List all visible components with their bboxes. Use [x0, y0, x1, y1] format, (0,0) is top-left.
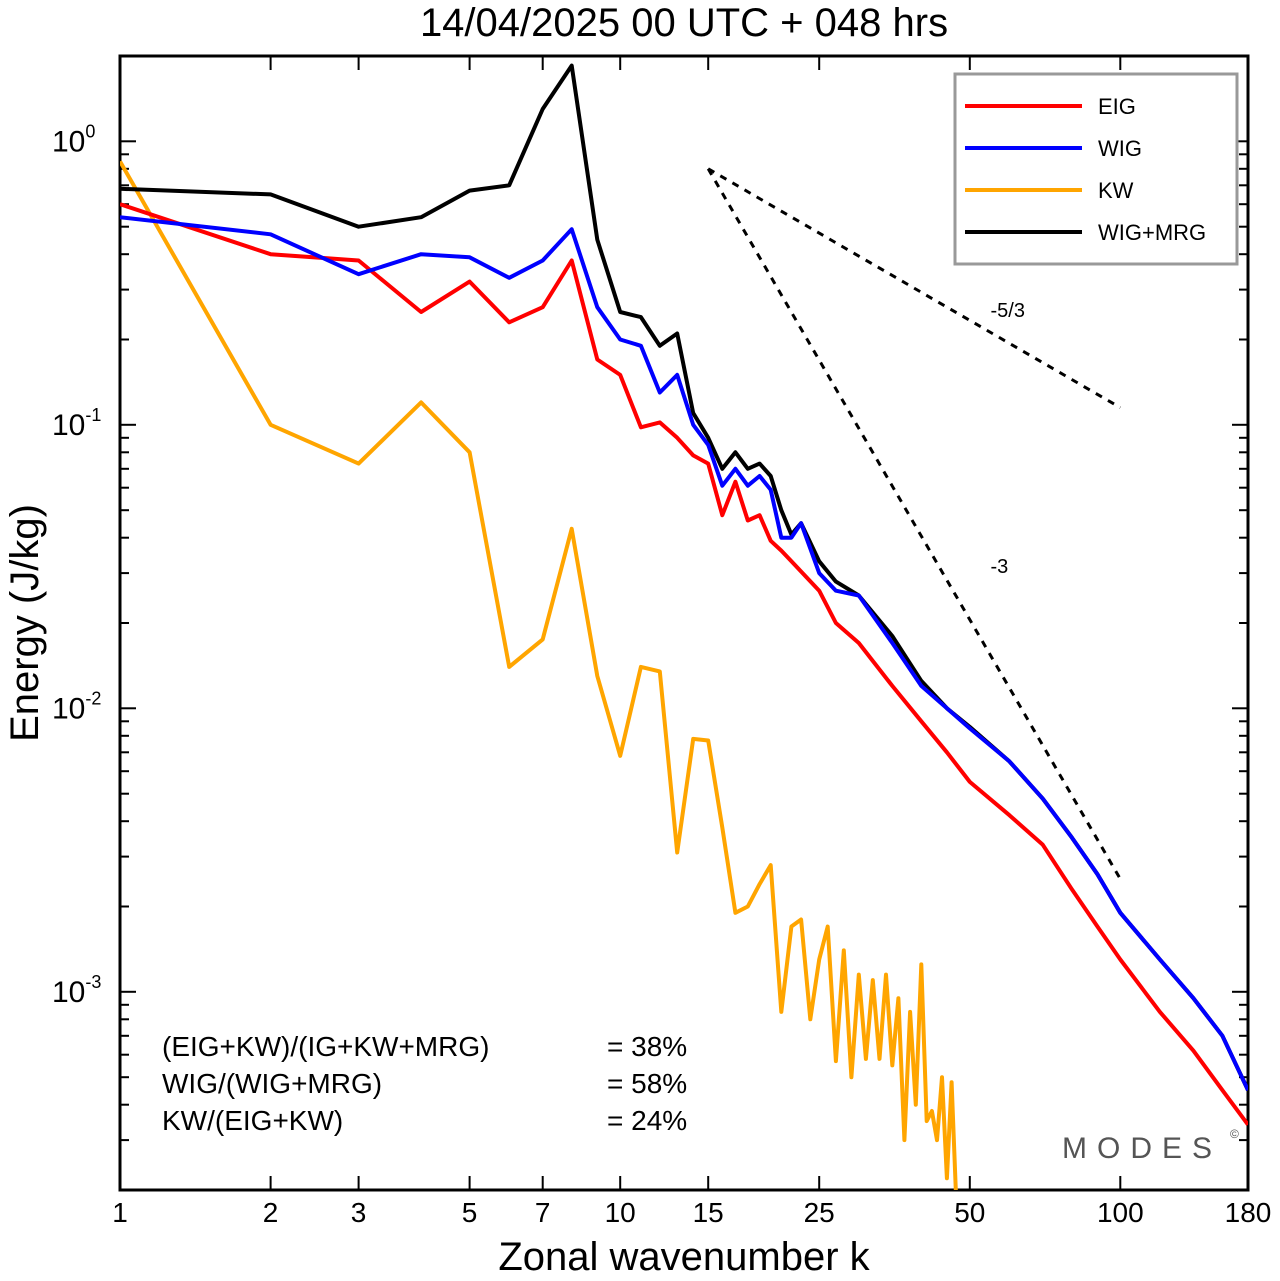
copyright-mark: ©: [1230, 1127, 1239, 1141]
legend-label: EIG: [1098, 94, 1136, 119]
series-line-wig: [120, 215, 1248, 1092]
reference-slope-line: [707, 167, 1122, 409]
slope-label: -3: [991, 556, 1009, 578]
ratio-label: KW/(EIG+KW): [162, 1105, 343, 1136]
legend-label: WIG: [1098, 136, 1142, 161]
reference-slope-lines: -5/3 -3: [706, 167, 1122, 880]
x-tick-label: 3: [351, 1197, 367, 1228]
slope-label: -5/3: [991, 300, 1025, 322]
legend: EIG WIG KW WIG+MRG: [953, 72, 1239, 266]
y-tick-label: 10-1: [52, 405, 101, 442]
legend-label: KW: [1098, 178, 1134, 203]
y-axis-label: Energy (J/kg): [3, 504, 47, 742]
x-tick-label: 1: [112, 1197, 128, 1228]
ratio-label: (EIG+KW)/(IG+KW+MRG): [162, 1031, 489, 1062]
ratio-label: WIG/(WIG+MRG): [162, 1068, 382, 1099]
modes-logo: MODES: [1062, 1132, 1222, 1165]
series-line-kw: [120, 160, 958, 1190]
ratio-value: = 38%: [607, 1031, 687, 1062]
x-tick-label: 10: [605, 1197, 636, 1228]
y-tick-label: 100: [52, 121, 95, 158]
ratio-value: = 58%: [607, 1068, 687, 1099]
axis-ticks: [119, 55, 1249, 1191]
x-tick-label: 7: [535, 1197, 551, 1228]
x-tick-labels: 1 2 3 5 7 10 15 25 50 100 180: [112, 1197, 1271, 1228]
x-tick-label: 15: [693, 1197, 724, 1228]
legend-label: WIG+MRG: [1098, 220, 1206, 245]
x-tick-label: 25: [804, 1197, 835, 1228]
series-line-eig: [120, 202, 1248, 1126]
y-tick-labels: 100 10-1 10-2 10-3: [52, 121, 101, 1009]
ratio-value: = 24%: [607, 1105, 687, 1136]
x-tick-label: 50: [954, 1197, 985, 1228]
ratio-annotations: (EIG+KW)/(IG+KW+MRG) = 38% WIG/(WIG+MRG) = …: [162, 1031, 687, 1136]
x-tick-label: 100: [1097, 1197, 1144, 1228]
chart-title: 14/04/2025 00 UTC + 048 hrs: [420, 1, 948, 45]
x-tick-label: 2: [263, 1197, 279, 1228]
x-tick-label: 5: [462, 1197, 478, 1228]
y-tick-label: 10-2: [52, 688, 101, 725]
reference-slope-line: [706, 168, 1122, 880]
x-axis-label: Zonal wavenumber k: [498, 1235, 870, 1279]
y-tick-label: 10-3: [52, 972, 101, 1009]
x-tick-label: 180: [1225, 1197, 1272, 1228]
data-series: [120, 63, 1248, 1190]
